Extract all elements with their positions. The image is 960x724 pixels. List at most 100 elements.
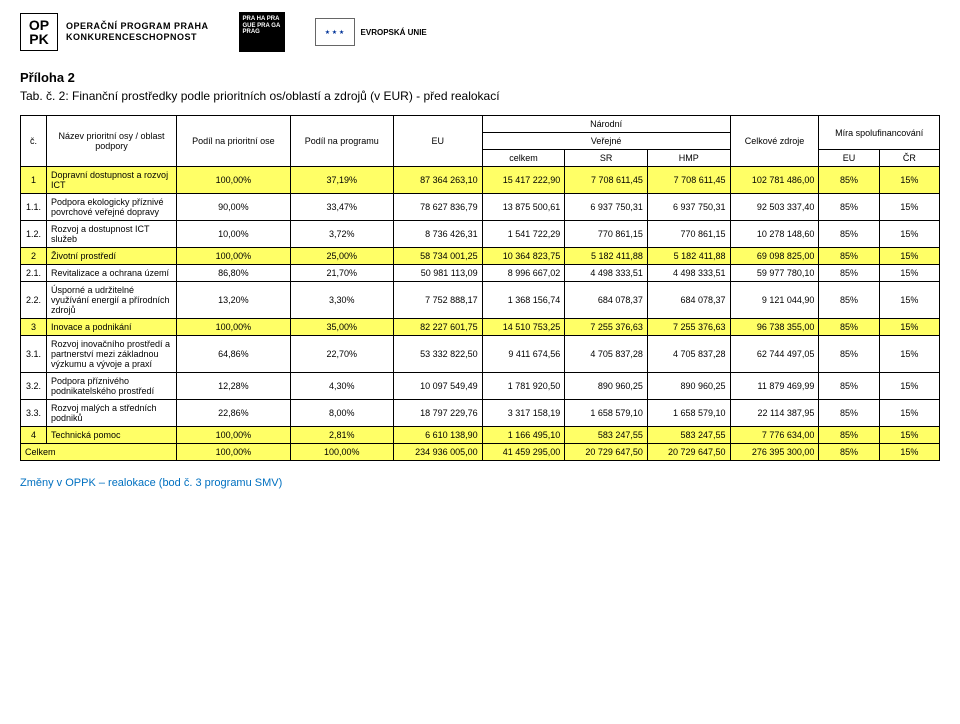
cell-name: Podpora ekologicky příznivé povrchové ve… [47,194,177,221]
cell-name: Rozvoj a dostupnost ICT služeb [47,221,177,248]
th-celkem: celkem [482,150,565,167]
table-row: 3.3.Rozvoj malých a středních podniků22,… [21,400,940,427]
table-row: 1.1.Podpora ekologicky příznivé povrchov… [21,194,940,221]
cell-value: 15% [879,373,939,400]
cell-id: Celkem [21,444,177,461]
cell-value: 10 097 549,49 [393,373,482,400]
cell-value: 100,00% [177,444,291,461]
logo-eu: ★ ★ ★ EVROPSKÁ UNIE [315,18,427,46]
cell-id: 2 [21,248,47,265]
cell-value: 15% [879,194,939,221]
cell-value: 85% [819,265,879,282]
cell-value: 7 752 888,17 [393,282,482,319]
cell-value: 85% [819,400,879,427]
cell-name: Dopravní dostupnost a rozvoj ICT [47,167,177,194]
page-subtitle: Tab. č. 2: Finanční prostředky podle pri… [20,89,940,103]
oppk-line1: OPERAČNÍ PROGRAM PRAHA [66,21,209,32]
th-mira: Míra spolufinancování [819,116,940,150]
cell-value: 102 781 486,00 [730,167,819,194]
cell-value: 86,80% [177,265,291,282]
cell-value: 770 861,15 [565,221,648,248]
cell-value: 770 861,15 [647,221,730,248]
th-podil-prog: Podíl na programu [290,116,393,167]
oppk-icon: OP PK [20,13,58,51]
cell-value: 4 498 333,51 [565,265,648,282]
cell-value: 5 182 411,88 [565,248,648,265]
cell-value: 276 395 300,00 [730,444,819,461]
cell-id: 2.2. [21,282,47,319]
cell-value: 53 332 822,50 [393,336,482,373]
oppk-label: OPERAČNÍ PROGRAM PRAHA KONKURENCESCHOPNO… [66,21,209,43]
cell-id: 2.1. [21,265,47,282]
cell-value: 25,00% [290,248,393,265]
cell-value: 78 627 836,79 [393,194,482,221]
cell-value: 7 708 611,45 [647,167,730,194]
cell-value: 4 705 837,28 [565,336,648,373]
cell-value: 583 247,55 [565,427,648,444]
cell-value: 15% [879,427,939,444]
cell-value: 100,00% [177,319,291,336]
table-row: 1Dopravní dostupnost a rozvoj ICT100,00%… [21,167,940,194]
th-eu2: EU [819,150,879,167]
cell-value: 6 937 750,31 [565,194,648,221]
table-row: 2Životní prostředí100,00%25,00%58 734 00… [21,248,940,265]
cell-value: 13 875 500,61 [482,194,565,221]
cell-value: 4 498 333,51 [647,265,730,282]
cell-value: 85% [819,282,879,319]
cell-name: Rozvoj malých a středních podniků [47,400,177,427]
cell-name: Úsporné a udržitelné využívání energií a… [47,282,177,319]
footer-note: Změny v OPPK – realokace (bod č. 3 progr… [20,477,940,489]
cell-value: 2,81% [290,427,393,444]
cell-value: 85% [819,194,879,221]
cell-value: 15% [879,282,939,319]
cell-value: 35,00% [290,319,393,336]
th-name: Název prioritní osy / oblast podpory [47,116,177,167]
cell-value: 8 736 426,31 [393,221,482,248]
cell-value: 8 996 667,02 [482,265,565,282]
eu-flag-icon: ★ ★ ★ [315,18,355,46]
cell-value: 22,86% [177,400,291,427]
cell-value: 15% [879,319,939,336]
cell-value: 890 960,25 [647,373,730,400]
cell-value: 15% [879,221,939,248]
oppk-top: OP [29,18,49,32]
logo-bar: OP PK OPERAČNÍ PROGRAM PRAHA KONKURENCES… [20,12,940,52]
table-row: 3.1.Rozvoj inovačního prostředí a partne… [21,336,940,373]
cell-value: 100,00% [177,427,291,444]
cell-value: 58 734 001,25 [393,248,482,265]
cell-value: 85% [819,319,879,336]
cell-value: 15% [879,336,939,373]
cell-value: 583 247,55 [647,427,730,444]
cell-value: 3 317 158,19 [482,400,565,427]
cell-value: 20 729 647,50 [565,444,648,461]
cell-value: 64,86% [177,336,291,373]
cell-value: 12,28% [177,373,291,400]
cell-value: 14 510 753,25 [482,319,565,336]
cell-name: Inovace a podnikání [47,319,177,336]
cell-value: 4,30% [290,373,393,400]
cell-value: 100,00% [177,167,291,194]
cell-value: 1 658 579,10 [647,400,730,427]
cell-value: 9 411 674,56 [482,336,565,373]
cell-value: 15% [879,444,939,461]
cell-id: 3.3. [21,400,47,427]
cell-id: 1.2. [21,221,47,248]
cell-value: 7 776 634,00 [730,427,819,444]
cell-value: 85% [819,444,879,461]
cell-name: Životní prostředí [47,248,177,265]
cell-value: 10 278 148,60 [730,221,819,248]
table-row: 2.2.Úsporné a udržitelné využívání energ… [21,282,940,319]
cell-value: 3,30% [290,282,393,319]
cell-value: 33,47% [290,194,393,221]
cell-value: 82 227 601,75 [393,319,482,336]
cell-value: 62 744 497,05 [730,336,819,373]
cell-value: 7 255 376,63 [565,319,648,336]
cell-value: 85% [819,427,879,444]
cell-value: 10,00% [177,221,291,248]
cell-id: 3.2. [21,373,47,400]
cell-name: Rozvoj inovačního prostředí a partnerstv… [47,336,177,373]
table-row: 2.1.Revitalizace a ochrana území86,80%21… [21,265,940,282]
finance-table: č. Název prioritní osy / oblast podpory … [20,115,940,461]
cell-value: 15% [879,265,939,282]
cell-value: 5 182 411,88 [647,248,730,265]
